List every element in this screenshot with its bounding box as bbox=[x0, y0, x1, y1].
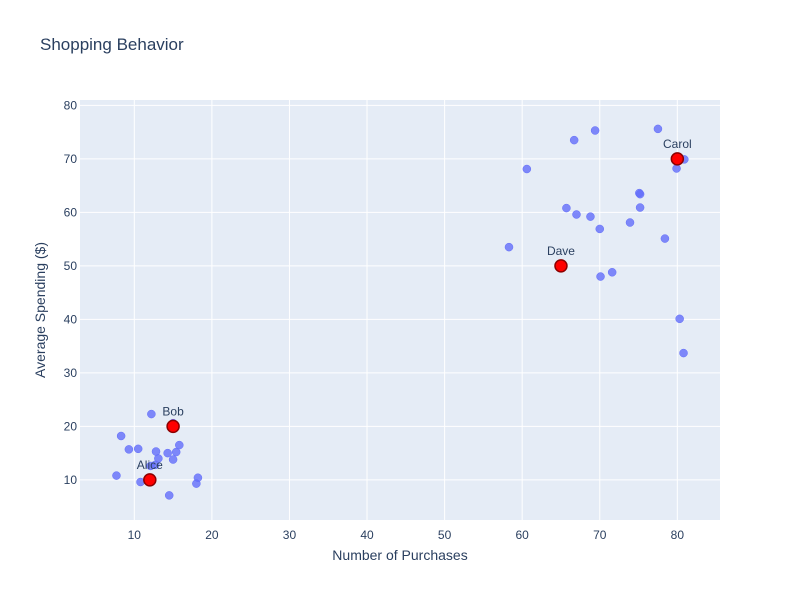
customer-point bbox=[590, 126, 600, 135]
highlighted-customer-point bbox=[554, 259, 568, 273]
customer-point bbox=[625, 218, 635, 227]
customer-point bbox=[653, 124, 663, 134]
customer-point bbox=[562, 203, 571, 213]
customer-point bbox=[133, 444, 143, 454]
point-label: Dave bbox=[547, 244, 575, 258]
x-tick-label: 20 bbox=[205, 528, 219, 542]
y-axis-label: Average Spending ($) bbox=[32, 242, 48, 378]
customer-point bbox=[124, 445, 134, 454]
customer-point bbox=[572, 210, 581, 219]
y-tick-label: 40 bbox=[64, 312, 78, 326]
customer-point bbox=[164, 491, 174, 500]
highlighted-customer-point bbox=[166, 419, 180, 434]
customer-point bbox=[192, 479, 201, 488]
point-label: Carol bbox=[663, 137, 692, 151]
customer-point bbox=[679, 348, 688, 358]
x-tick-label: 50 bbox=[438, 528, 452, 542]
customer-point bbox=[163, 448, 172, 458]
customer-point bbox=[175, 440, 184, 450]
customer-point bbox=[504, 242, 514, 252]
x-tick-label: 30 bbox=[283, 528, 297, 542]
customer-point bbox=[675, 314, 684, 324]
customer-point bbox=[522, 164, 532, 174]
customer-point bbox=[569, 135, 579, 145]
point-labels: Alice Bob Carol Dave bbox=[137, 137, 692, 472]
x-tick-label: 60 bbox=[516, 528, 530, 542]
x-tick-label: 70 bbox=[593, 528, 607, 542]
axis-ticks: 10 20 30 40 50 60 70 80 10 20 30 40 50 60 70 80 bbox=[64, 98, 685, 542]
customer-point bbox=[660, 234, 670, 243]
x-tick-label: 80 bbox=[671, 528, 685, 542]
customer-point bbox=[171, 447, 181, 457]
customer-point bbox=[116, 431, 126, 441]
y-tick-label: 70 bbox=[64, 152, 78, 166]
x-tick-label: 40 bbox=[360, 528, 374, 542]
chart-title: Shopping Behavior bbox=[40, 35, 184, 54]
customer-point bbox=[112, 471, 121, 480]
plot-area bbox=[80, 100, 720, 520]
y-tick-label: 10 bbox=[64, 473, 78, 487]
customer-point bbox=[595, 224, 605, 234]
customer-point bbox=[635, 203, 645, 212]
customer-point bbox=[168, 455, 178, 464]
point-label: Alice bbox=[137, 458, 163, 472]
customer-point bbox=[607, 268, 617, 277]
y-tick-label: 20 bbox=[64, 419, 78, 433]
x-tick-label: 10 bbox=[128, 528, 142, 542]
data-points bbox=[112, 124, 689, 500]
highlighted-customer-point bbox=[143, 473, 157, 487]
y-tick-label: 60 bbox=[64, 205, 78, 219]
customer-point bbox=[586, 212, 595, 221]
customer-point bbox=[672, 164, 681, 173]
customer-point bbox=[147, 409, 156, 419]
customer-point bbox=[596, 272, 605, 281]
point-label: Bob bbox=[162, 404, 184, 418]
customer-point bbox=[150, 460, 160, 470]
y-tick-label: 30 bbox=[64, 366, 78, 380]
customer-point bbox=[635, 189, 645, 199]
x-axis-label: Number of Purchases bbox=[332, 547, 467, 563]
y-tick-label: 80 bbox=[64, 98, 78, 112]
highlighted-customer-point bbox=[670, 152, 685, 166]
y-tick-label: 50 bbox=[64, 259, 78, 273]
